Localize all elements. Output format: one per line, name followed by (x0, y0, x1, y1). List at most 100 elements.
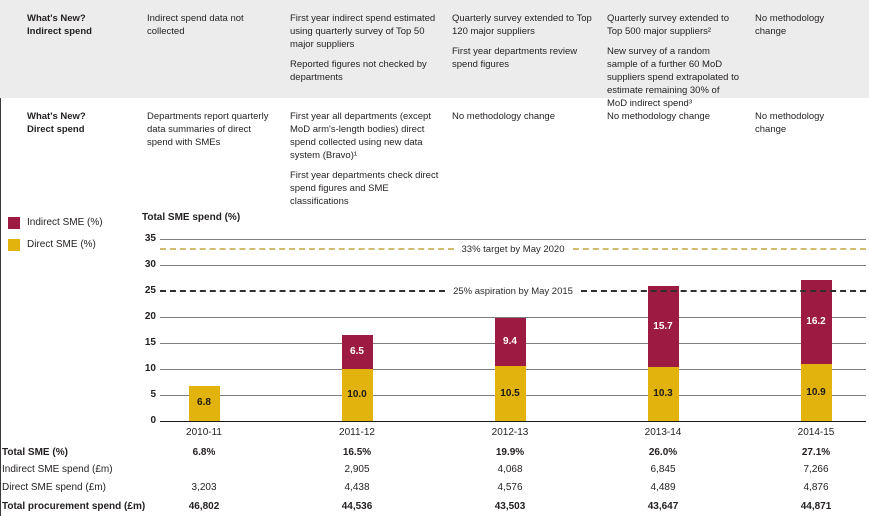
legend-item-direct: Direct SME (%) (8, 239, 96, 251)
bar-segment (800, 364, 832, 421)
table-cell: 7,266 (803, 464, 829, 475)
indirect-legend-swatch-icon (8, 217, 20, 229)
row-label: What's New? Direct spend (27, 110, 132, 136)
reference-line-label: 25% aspiration by May 2015 (453, 285, 573, 297)
table-cell: 4,068 (497, 464, 523, 475)
methodology-paragraph: Departments report quarterly data summar… (147, 111, 269, 148)
stacked-bar-chart: 0 5 10 15 20 25 30 35 33% target by May 2020 25% … (144, 233, 867, 438)
y-axis-tick-label: 5 (150, 389, 156, 400)
row-label-title: What's New? (27, 13, 86, 24)
bar-segment (800, 280, 832, 365)
methodology-paragraph: Quarterly survey extended to Top 500 maj… (607, 13, 729, 37)
bar-value-label: 10.9 (806, 386, 826, 398)
x-axis-label: 2014-15 (797, 427, 835, 438)
methodology-paragraph: Quarterly survey extended to Top 120 maj… (452, 13, 592, 37)
column-divider (0, 478, 1, 516)
table-cell: 4,438 (344, 482, 370, 493)
x-axis-label: 2011-12 (339, 427, 375, 438)
methodology-cell: No methodology change (755, 12, 840, 45)
reference-line-dash (572, 248, 867, 250)
bar-segment (494, 317, 526, 367)
bar-value-label: 15.7 (653, 320, 673, 332)
reference-line-dash (160, 248, 454, 250)
bar-value-label: 9.4 (503, 335, 517, 347)
y-axis-tick-label: 10 (144, 363, 156, 374)
table-cell: 46,802 (188, 501, 220, 512)
x-axis-label: 2012-13 (491, 427, 529, 438)
bar-value-label: 10.5 (500, 387, 520, 399)
bar-value-label: 10.3 (653, 388, 673, 400)
row-label-subtitle: Indirect spend (27, 26, 92, 37)
table-cell: 43,503 (494, 501, 526, 512)
methodology-paragraph: Reported figures not checked by departme… (290, 59, 427, 83)
methodology-paragraph: No methodology change (755, 111, 825, 135)
legend-label-direct: Direct SME (%) (27, 239, 96, 250)
methodology-paragraph: First year departments check direct spen… (290, 170, 439, 207)
column-divider (0, 98, 1, 288)
methodology-cell: First year indirect spend estimated usin… (290, 12, 440, 91)
methodology-cell: No methodology change (755, 110, 840, 143)
methodology-paragraph: First year indirect spend estimated usin… (290, 13, 436, 50)
bar-value-label: 6.5 (350, 346, 364, 358)
reference-line: 25% aspiration by May 2015 (160, 285, 867, 297)
table-cell: 4,876 (803, 482, 829, 493)
y-axis-tick-label: 15 (144, 337, 156, 348)
row-label: What's New? Indirect spend (27, 12, 132, 38)
y-axis-tick-label: 30 (144, 259, 156, 270)
table-cell: 16.5% (342, 447, 372, 458)
legend-item-indirect: Indirect SME (%) (8, 217, 103, 229)
table-row-label: Indirect SME spend (£m) (2, 464, 113, 475)
methodology-cell: Departments report quarterly data summar… (147, 110, 279, 156)
table-cell: 27.1% (801, 447, 831, 458)
methodology-paragraph: Indirect spend data not collected (147, 13, 244, 37)
methodology-paragraph: No methodology change (607, 111, 710, 122)
methodology-cell: Quarterly survey extended to Top 500 maj… (607, 12, 741, 117)
table-cell: 6.8% (192, 447, 216, 458)
table-cell: 44,536 (341, 501, 373, 512)
indirect-row-background (0, 0, 869, 98)
table-row-label: Direct SME spend (£m) (2, 482, 106, 493)
table-cell: 44,871 (800, 501, 832, 512)
bar-value-label: 6.8 (197, 397, 211, 409)
y-axis-tick-label: 35 (144, 233, 156, 244)
methodology-cell: Indirect spend data not collected (147, 12, 279, 45)
row-label-title: What's New? (27, 111, 86, 122)
bar-segment (341, 369, 373, 421)
gridline (160, 239, 866, 240)
table-cell: 26.0% (648, 447, 678, 458)
bar-value-label: 10.0 (347, 389, 367, 400)
bar-value-label: 16.2 (806, 316, 826, 328)
gridline (160, 265, 866, 266)
methodology-paragraph: No methodology change (452, 111, 555, 122)
x-axis-label: 2013-14 (644, 427, 682, 438)
table-cell: 6,845 (650, 464, 676, 475)
methodology-cell: First year all departments (except MoD a… (290, 110, 440, 215)
table-cell: 19.9% (495, 447, 525, 458)
bar-segment (341, 335, 373, 369)
table-row-label: Total SME (%) (2, 447, 68, 458)
table-cell: 2,905 (344, 464, 370, 475)
chart-title: Total SME spend (%) (142, 212, 241, 223)
x-axis-label: 2010-11 (186, 427, 222, 438)
table-cell: 43,647 (647, 501, 679, 512)
table-cell: 4,576 (497, 482, 523, 493)
y-axis-tick-label: 20 (144, 311, 156, 322)
methodology-cell: No methodology change (607, 110, 741, 130)
legend-label-indirect: Indirect SME (%) (27, 217, 103, 228)
methodology-cell: Quarterly survey extended to Top 120 maj… (452, 12, 592, 78)
methodology-paragraph: First year all departments (except MoD a… (290, 111, 431, 161)
methodology-paragraph: First year departments review spend figu… (452, 46, 578, 70)
bar-segment (647, 285, 679, 368)
reference-line-label: 33% target by May 2020 (461, 243, 565, 255)
direct-legend-swatch-icon (8, 239, 20, 251)
table-row-label: Total procurement spend (£m) (2, 501, 146, 512)
y-axis-tick-label: 25 (144, 285, 156, 296)
reference-line: 33% target by May 2020 (160, 243, 867, 255)
gridline (160, 317, 866, 318)
bar-segment (494, 366, 526, 421)
table-cell: 3,203 (191, 482, 217, 493)
table-cell: 4,489 (650, 482, 676, 493)
methodology-cell: No methodology change (452, 110, 592, 130)
x-axis-line (160, 421, 866, 422)
